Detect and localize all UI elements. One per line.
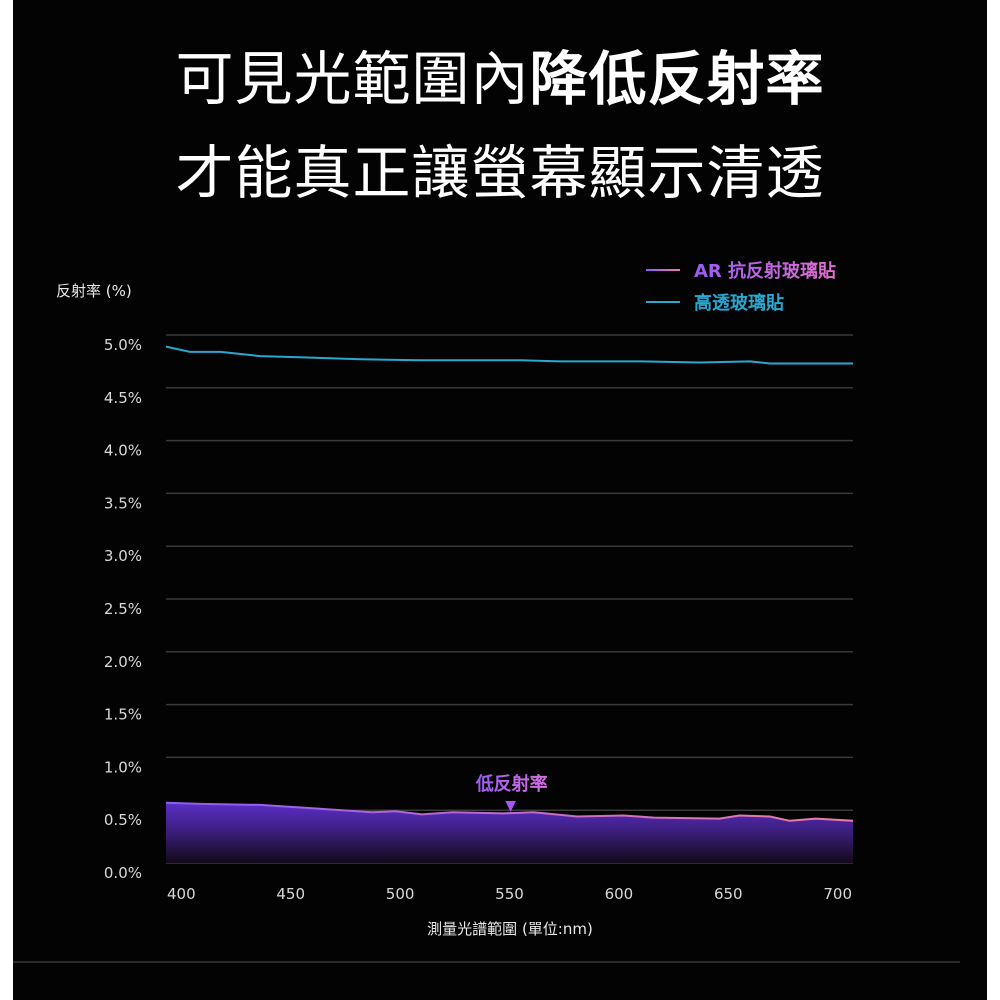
y-axis-ticks: 0.0% 0.5% 1.0% 1.5% 2.0% 2.5% 3.0% 3.5% 4.0% 4.5%… <box>104 336 142 882</box>
y-axis-title: 反射率 (%) <box>56 282 132 300</box>
low-reflectance-annotation: 低反射率 <box>475 773 548 795</box>
legend-swatch-ar <box>646 269 680 271</box>
legend-item-clear: 高透玻璃貼 <box>646 286 836 318</box>
y-tick-label: 2.5% <box>104 600 142 618</box>
headline-regular: 可見光範圍內 <box>175 45 530 113</box>
legend: AR 抗反射玻璃貼 高透玻璃貼 <box>646 254 836 318</box>
x-axis-ticks: 400 450 500 550 600 650 700 <box>167 885 852 903</box>
x-tick-label: 450 <box>276 885 305 903</box>
y-tick-label: 1.0% <box>104 758 142 776</box>
legend-item-ar: AR 抗反射玻璃貼 <box>646 254 836 286</box>
headline-line-1: 可見光範圍內降低反射率 <box>0 44 1000 114</box>
legend-label-clear: 高透玻璃貼 <box>694 293 784 314</box>
annotation-marker-icon: ▼ <box>505 798 516 814</box>
x-tick-label: 500 <box>386 885 415 903</box>
y-tick-label: 0.0% <box>104 864 142 882</box>
headline-line-2: 才能真正讓螢幕顯示清透 <box>175 139 825 207</box>
legend-label-ar: AR 抗反射玻璃貼 <box>694 257 836 283</box>
ar-series-line <box>165 801 854 822</box>
y-tick-label: 2.0% <box>104 653 142 671</box>
y-tick-label: 1.5% <box>104 706 142 724</box>
x-tick-label: 400 <box>167 885 196 903</box>
y-tick-label: 0.5% <box>104 811 142 829</box>
y-tick-label: 3.5% <box>104 494 142 512</box>
y-tick-label: 3.0% <box>104 547 142 565</box>
y-tick-label: 5.0% <box>104 336 142 354</box>
legend-swatch-clear <box>646 301 680 303</box>
bottom-divider <box>13 961 960 963</box>
x-axis-title: 測量光譜範圍 (單位:nm) <box>427 920 593 938</box>
x-tick-label: 700 <box>823 885 852 903</box>
y-tick-label: 4.5% <box>104 389 142 407</box>
headline-emphasis: 降低反射率 <box>529 45 825 113</box>
y-tick-label: 4.0% <box>104 442 142 460</box>
x-tick-label: 650 <box>714 885 743 903</box>
ar-series-area <box>166 802 853 863</box>
clear-glass-series-line <box>165 345 853 365</box>
x-tick-label: 550 <box>495 885 524 903</box>
x-tick-label: 600 <box>605 885 634 903</box>
